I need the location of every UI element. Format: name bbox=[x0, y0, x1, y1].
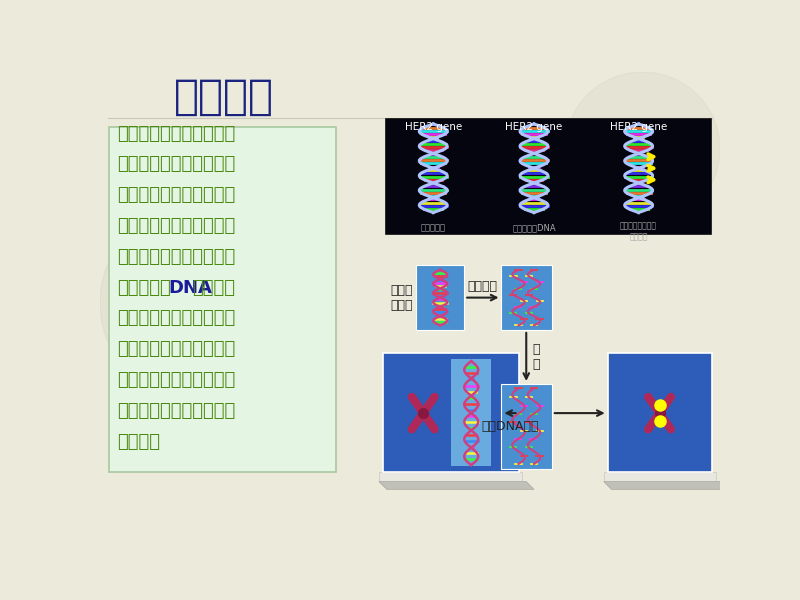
Text: 荧光标
记探针: 荧光标 记探针 bbox=[390, 284, 413, 311]
Bar bbox=[604, 472, 716, 482]
Text: 分子在染: 分子在染 bbox=[193, 278, 236, 296]
Bar bbox=[608, 353, 712, 472]
Text: HER2 gene: HER2 gene bbox=[506, 122, 562, 133]
Text: 从而将特定的基因在染色: 从而将特定的基因在染色 bbox=[117, 402, 235, 420]
Text: 核酸。由于: 核酸。由于 bbox=[117, 278, 171, 296]
Text: 杂
交: 杂 交 bbox=[533, 343, 540, 371]
Bar bbox=[386, 118, 710, 233]
Text: 变性后中期DNA: 变性后中期DNA bbox=[512, 223, 556, 232]
Text: DNA: DNA bbox=[168, 278, 212, 296]
Bar bbox=[379, 472, 522, 482]
Polygon shape bbox=[379, 482, 534, 490]
Text: 呈线性排列，因而可以探: 呈线性排列，因而可以探 bbox=[117, 340, 235, 358]
Polygon shape bbox=[604, 482, 728, 490]
Bar bbox=[416, 265, 464, 330]
Text: 针直接与染色体进行杂交: 针直接与染色体进行杂交 bbox=[117, 371, 235, 389]
Circle shape bbox=[100, 203, 302, 403]
Text: 则，与待检材料中未知的: 则，与待检材料中未知的 bbox=[117, 186, 235, 204]
Text: 样本DNA变性: 样本DNA变性 bbox=[482, 421, 538, 433]
Text: 杂交前正常: 杂交前正常 bbox=[421, 223, 446, 232]
Bar bbox=[383, 353, 518, 472]
Circle shape bbox=[565, 72, 720, 226]
Bar bbox=[502, 384, 552, 469]
Text: 形成可被检测的杂交双链: 形成可被检测的杂交双链 bbox=[117, 248, 235, 266]
Text: 与荧光系列探针杂
交后信号: 与荧光系列探针杂 交后信号 bbox=[620, 221, 657, 241]
FancyBboxPatch shape bbox=[110, 127, 336, 472]
Text: HER2 gene: HER2 gene bbox=[610, 122, 667, 133]
Bar bbox=[451, 359, 491, 466]
Text: 体上定位: 体上定位 bbox=[117, 433, 160, 451]
Text: 单链核酸进行异性结合，: 单链核酸进行异性结合， bbox=[117, 217, 235, 235]
Bar bbox=[502, 265, 552, 330]
Text: HER2 gene: HER2 gene bbox=[405, 122, 462, 133]
Text: 色体上是沿着染色体纵轴: 色体上是沿着染色体纵轴 bbox=[117, 310, 235, 328]
Text: 探针，按照碱基互补的原: 探针，按照碱基互补的原 bbox=[117, 155, 235, 173]
Text: 用已知的标记单链核酸为: 用已知的标记单链核酸为 bbox=[117, 125, 235, 143]
Text: 探针变性: 探针变性 bbox=[468, 280, 498, 293]
Text: 工作原理: 工作原理 bbox=[174, 76, 274, 118]
